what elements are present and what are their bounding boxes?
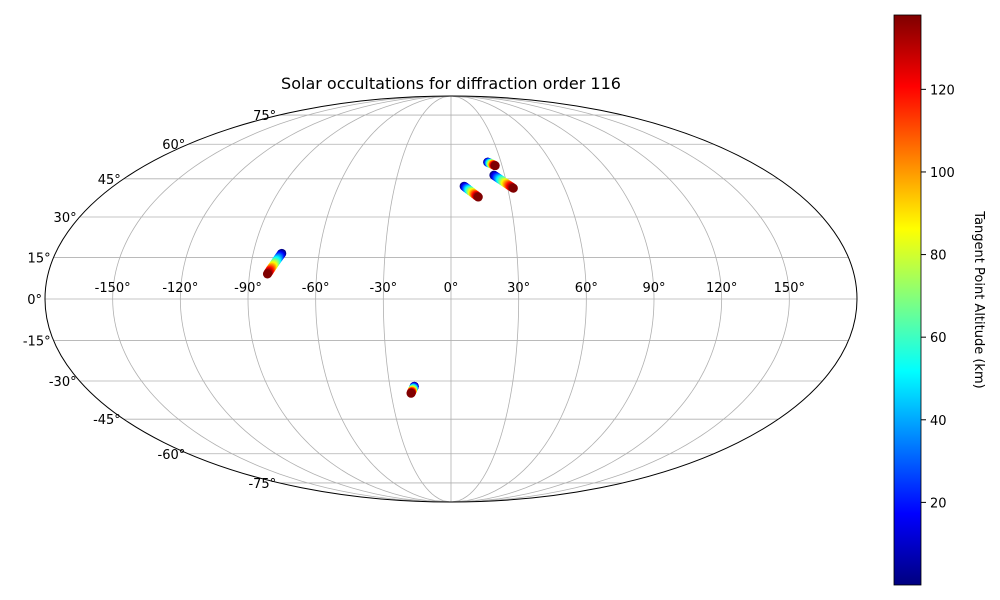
longitude-tick-label: 150° (774, 281, 805, 296)
longitude-tick-label: -150° (95, 281, 131, 296)
latitude-tick-label: 75° (253, 109, 276, 124)
longitude-tick-label: 90° (642, 281, 665, 296)
occultation-track (489, 170, 518, 193)
colorbar-gradient (893, 14, 922, 586)
meridian-line (247, 96, 452, 502)
longitude-tick-label: 120° (706, 281, 737, 296)
meridian-line (450, 96, 520, 502)
map-boundary (44, 95, 858, 503)
longitude-tick-label: -60° (302, 281, 330, 296)
latitude-tick-label: -30° (49, 375, 77, 390)
meridian-line (450, 96, 790, 502)
longitude-tick-labels: -150° -120° -90° -60° -30° 0° 30° 60° 90° 120° 150… (95, 281, 805, 296)
latitude-tick-labels: -75° -60° -45° -30° -15° 0° 15° 30° 45° 60° 75° (23, 109, 276, 492)
colorbar: 20 40 60 80 100 120 Tangent Point Altitude (k… (893, 14, 986, 586)
occultation-track (262, 248, 287, 279)
longitude-tick-label: 0° (444, 281, 459, 296)
occultation-track (459, 181, 483, 202)
longitude-tick-label: 60° (575, 281, 598, 296)
latitude-tick-label: -75° (248, 477, 276, 492)
meridian-line (450, 96, 587, 502)
colorbar-label: Tangent Point Altitude (km) (971, 210, 986, 388)
occultation-point (473, 192, 483, 202)
colorbar-tick-label: 100 (930, 166, 955, 181)
longitude-tick-label: -120° (162, 281, 198, 296)
latitude-tick-label: 0° (27, 293, 42, 308)
latitude-tick-label: -60° (158, 448, 186, 463)
colorbar-tick-label: 120 (930, 83, 955, 98)
occultation-point (406, 388, 416, 398)
occultation-track (406, 381, 419, 398)
graticule (45, 96, 857, 502)
colorbar-tick-label: 80 (930, 249, 947, 264)
occultation-tracks (262, 157, 518, 398)
latitude-tick-label: -15° (23, 335, 51, 350)
latitude-tick-label: 30° (54, 211, 77, 226)
occultation-point (490, 161, 500, 171)
colorbar-tick-label: 40 (930, 414, 947, 429)
colorbar-ticks: 20 40 60 80 100 120 (921, 83, 955, 511)
latitude-tick-label: -45° (93, 413, 121, 428)
latitude-tick-label: 60° (162, 138, 185, 153)
colorbar-tick-label: 20 (930, 496, 947, 511)
meridian-line (315, 96, 452, 502)
colorbar-tick-label: 60 (930, 331, 947, 346)
meridian-line (382, 96, 452, 502)
meridian-line (450, 96, 723, 502)
latitude-tick-label: 15° (28, 251, 51, 266)
meridian-line (179, 96, 452, 502)
meridian-line (450, 96, 655, 502)
occultation-point (508, 183, 518, 193)
longitude-tick-label: -30° (369, 281, 397, 296)
chart-title: Solar occultations for diffraction order… (281, 74, 621, 93)
longitude-tick-label: 30° (507, 281, 530, 296)
meridian-line (112, 96, 452, 502)
latitude-tick-label: 45° (98, 173, 121, 188)
occultation-track (483, 157, 500, 171)
longitude-tick-label: -90° (234, 281, 262, 296)
occultation-point (262, 269, 272, 279)
